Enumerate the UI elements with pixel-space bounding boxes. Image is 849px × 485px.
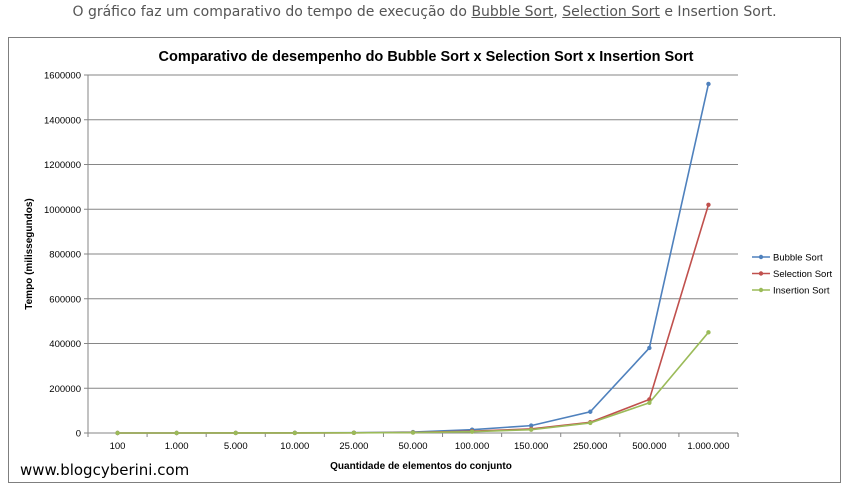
x-tick-label: 1.000.000: [687, 441, 729, 452]
selection-sort-legend-marker: [758, 271, 764, 276]
selection-sort-legend-label: Selection Sort: [773, 269, 833, 280]
x-tick-label: 100.000: [455, 441, 489, 452]
x-tick-label: 250.000: [573, 441, 607, 452]
bubble-sort-point: [706, 81, 711, 87]
insertion-sort-point: [174, 430, 179, 436]
chart-frame: Comparativo de desempenho do Bubble Sort…: [8, 37, 841, 483]
caption-suffix: e Insertion Sort.: [659, 4, 777, 20]
x-axis-label: Quantidade de elementos do conjunto: [330, 461, 512, 472]
y-tick-label: 600000: [49, 294, 81, 305]
selection-sort-line: [117, 204, 710, 434]
y-axis-label: Tempo (milissegundos): [24, 198, 35, 310]
insertion-sort-point: [469, 429, 475, 434]
insertion-sort-point: [528, 427, 534, 432]
bubble-sort-legend-label: Bubble Sort: [773, 253, 823, 264]
x-tick-label: 25.000: [339, 441, 368, 452]
x-tick-label: 150.000: [514, 441, 548, 452]
insertion-sort-point: [588, 420, 593, 426]
y-tick-label: 800000: [49, 250, 81, 261]
y-tick-label: 200000: [49, 384, 81, 395]
caption: O gráfico faz um comparativo do tempo de…: [0, 4, 849, 20]
y-tick-label: 1000000: [44, 205, 81, 216]
bubble-sort-point: [588, 409, 593, 414]
grid-lines: [84, 74, 739, 437]
y-tick-labels: 0 200000 400000 600000 800000 1000000 1200000 1…: [44, 71, 81, 440]
insertion-sort-point: [706, 330, 711, 335]
x-tick-label: 1.000: [165, 441, 189, 452]
series-lines: [115, 81, 711, 436]
x-tick-label: 500.000: [632, 441, 666, 452]
x-tick-label: 5.000: [224, 441, 248, 452]
chart-title: Comparativo de desempenho do Bubble Sort…: [159, 49, 694, 65]
selection-sort-link[interactable]: Selection Sort: [562, 4, 660, 20]
selection-sort-point: [706, 202, 711, 207]
insertion-sort-point: [115, 430, 120, 436]
legend: Bubble Sort Selection Sort Insertion Sort: [752, 253, 833, 297]
insertion-sort-point: [351, 430, 357, 435]
bubble-sort-line: [117, 83, 710, 434]
x-tick-label: 100: [110, 441, 126, 452]
y-tick-label: 0: [76, 429, 81, 440]
bubble-sort-legend-marker: [758, 254, 764, 260]
insertion-sort-legend-label: Insertion Sort: [773, 286, 830, 297]
y-tick-label: 400000: [49, 339, 81, 350]
watermark: www.blogcyberini.com: [20, 461, 190, 479]
bubble-sort-link[interactable]: Bubble Sort: [471, 4, 554, 20]
insertion-sort-point: [410, 430, 416, 435]
caption-prefix: O gráfico faz um comparativo do tempo de…: [72, 4, 472, 20]
caption-separator: ,: [553, 4, 563, 20]
insertion-sort-point: [292, 430, 298, 436]
x-tick-label: 10.000: [280, 441, 309, 452]
x-tick-labels: 100 1.000 5.000 10.000 25.000 50.000 100.000 15…: [110, 441, 730, 452]
insertion-sort-line: [117, 331, 710, 434]
insertion-sort-point: [233, 430, 238, 436]
x-tick-label: 50.000: [398, 441, 427, 452]
y-tick-label: 1600000: [44, 71, 81, 82]
bubble-sort-point: [647, 345, 652, 351]
line-chart: Comparativo de desempenho do Bubble Sort…: [24, 49, 833, 472]
y-tick-label: 1200000: [44, 160, 81, 171]
insertion-sort-legend-marker: [758, 287, 764, 293]
y-tick-label: 1400000: [44, 115, 81, 126]
insertion-sort-point: [647, 400, 652, 405]
bubble-sort-point: [528, 423, 534, 428]
